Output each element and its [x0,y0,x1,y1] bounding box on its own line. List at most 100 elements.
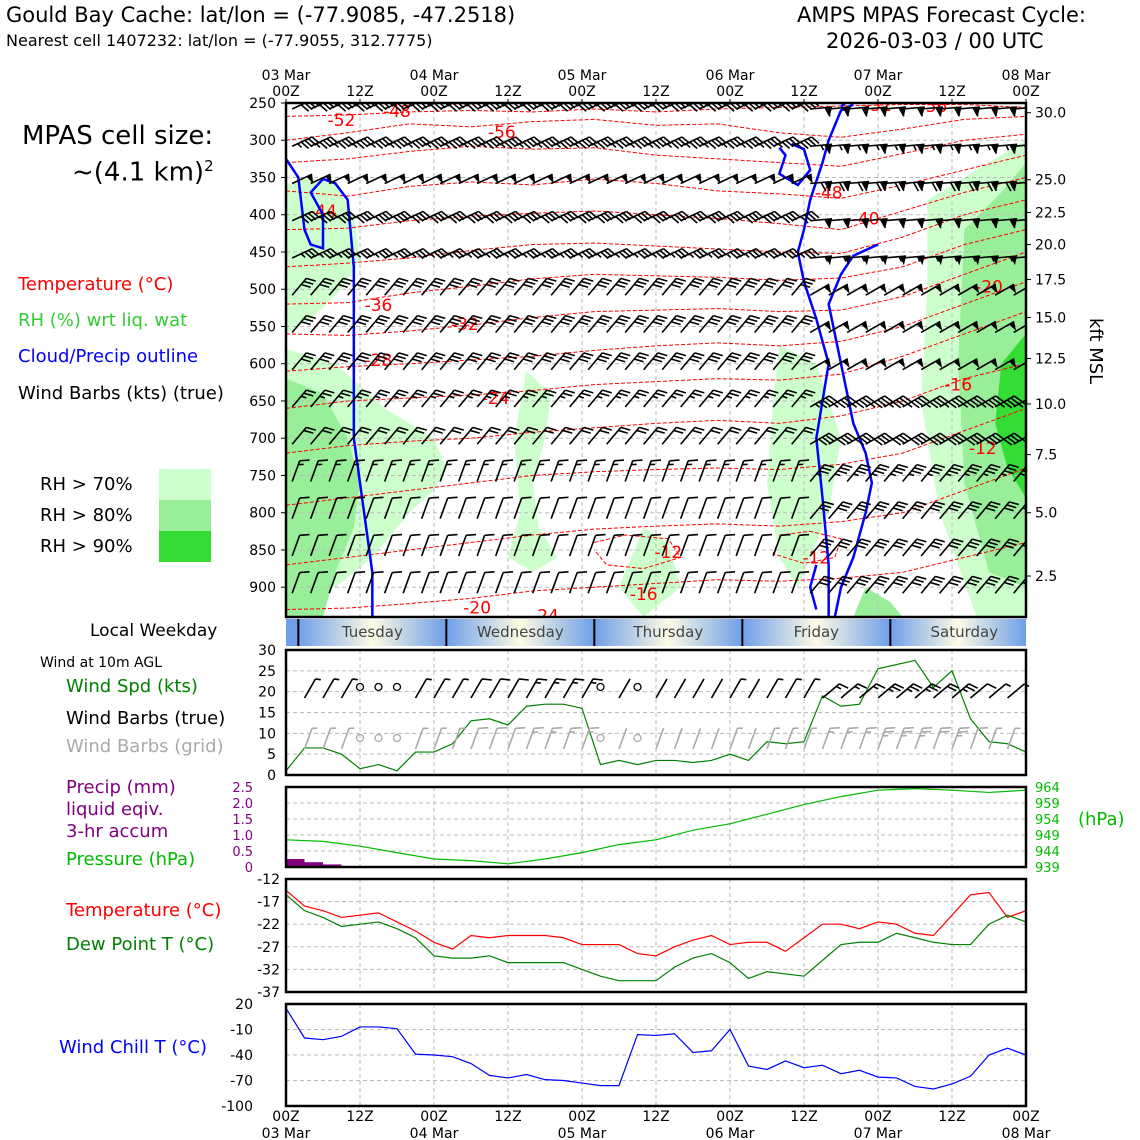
wind-barb-350-94 [865,180,888,192]
wind-barb-750-16-feather-0 [392,459,403,462]
wind-barb-850-88-feather-2 [837,544,848,549]
wind-barb-500-76-feather-1 [766,280,776,285]
wind-barb-450-91-staff [847,255,870,259]
wind-barb-900-88-feather-1 [840,578,850,583]
wind-barb-800-100-feather-0 [916,501,927,506]
wind-barb-400-16-feather-3 [393,215,402,224]
wind-barb-700-91-feather-1 [862,434,872,442]
wind-barb-400-109-staff [958,218,981,222]
wind-barb-750-70 [716,459,736,482]
pressure-tick-700: 700 [249,431,276,447]
wind-barb-500-118 [1013,283,1026,296]
wind-barb-750-28 [457,459,477,482]
wind10-grid-36 [507,726,526,750]
wind-barb-700-85-feather-1 [825,434,835,442]
wind-barb-500-82-feather-0 [805,277,816,282]
wind-barb-750-25-feather-0 [447,459,458,462]
wind-barb-600-16 [384,352,409,371]
wind-barb-800-103 [920,501,945,520]
wind-barb-700-58-feather-0 [657,426,668,431]
wind-barb-350-103-feather-2 [931,182,938,192]
wind-barb-650-28-half-2 [467,395,474,399]
wind-barb-300-112-half-2 [986,144,991,151]
wind-barb-600-79-feather-0 [787,352,797,357]
pressure-right-tick-954: 954 [1035,813,1060,828]
wind-barb-250-109-feather-1 [972,107,979,117]
wind-barb-500-49-feather-2 [596,283,607,288]
wind-barb-750-40-half-1 [538,463,545,466]
wind-barb-750-52-half-1 [612,463,619,466]
wind-barb-350-16 [384,173,406,185]
cloud-outline-4 [808,564,818,610]
wind-barb-900-61 [661,571,680,594]
wind-barb-350-112-feather-1 [990,181,998,192]
wind-barb-400-91-staff [847,218,870,222]
wind-barb-500-88 [828,283,850,296]
wind-barb-350-7-flag-0 [343,174,351,184]
wind-barb-650-100-feather-0 [921,395,931,403]
wind10-grid-6 [322,727,336,750]
wind-barb-650-106-feather-3 [947,401,957,409]
wind10-true-96 [877,683,905,699]
wind-barb-650-49-feather-1 [599,392,610,397]
wind-barb-450-82-half-3 [800,253,806,259]
wind-barb-300-100-half-2 [912,144,917,151]
wind-barb-750-115-feather-2 [1003,469,1014,475]
wind-barb-550-97-flag-0 [898,321,906,331]
wind-barb-500-73-feather-1 [747,280,758,285]
wind10-true-39-feather-0 [537,678,548,681]
wind-barb-850-1 [291,533,310,557]
wind-barb-650-25-half-2 [448,395,455,399]
wind-barb-600-40 [532,352,557,371]
wind-barb-750-4-half-1 [316,463,323,466]
wind-barb-600-19-feather-2 [411,358,422,363]
wind-barb-600-70-feather-1 [729,355,739,360]
cloud-outline-1 [777,142,812,187]
wind-barb-650-88-half-4 [833,403,839,408]
wind-barb-550-49-feather-2 [596,320,607,326]
wind10-grid-54-staff [618,728,628,750]
wind-barb-750-115-feather-0 [1009,463,1019,469]
wind-barb-250-13-staff [365,103,387,110]
wind-barb-750-94-feather-2 [874,469,885,475]
wind10-true-87-half-1 [835,685,842,690]
wind-barb-550-4-feather-0 [324,314,335,320]
wind-barb-650-46 [569,389,594,408]
windchill-label: Wind Chill T (°C) [59,1037,207,1058]
wind-barb-550-55-feather-2 [633,320,644,326]
wind10-true-99 [895,683,923,699]
wind-barb-300-55-feather-3 [633,141,643,150]
wind-barb-850-16-staff [383,535,393,557]
wind-barb-600-82 [791,352,816,371]
wind-barb-850-58-feather-0 [651,533,662,537]
wind-barb-400-61-feather-3 [670,215,680,224]
wind-barb-800-106-feather-1 [951,504,961,509]
wind-barb-800-31-feather-0 [484,496,495,499]
wind-barb-600-52 [606,352,631,371]
wind-barb-700-115-feather-2 [1006,436,1016,444]
wind-barb-500-31 [476,277,501,296]
pressure-label: Pressure (hPa) [66,849,196,870]
wind-barb-400-19-feather-3 [411,215,421,224]
wind-barb-300-73-feather-3 [744,141,754,150]
wind-barb-500-19 [402,277,427,296]
wind-barb-650-22-feather-0 [435,389,446,394]
wind-barb-800-55-staff [624,497,634,519]
wind-barb-350-94-staff [865,180,888,185]
wind-barb-650-88-feather-2 [840,399,850,407]
temp-contour-1 [286,115,1026,141]
wind-barb-900-106 [939,575,964,594]
wind-barb-700-61-feather-1 [673,429,684,434]
wind-barb-300-112-staff [976,143,999,148]
wind-barb-500-34-feather-0 [509,277,520,282]
windchill-ytick--70: -70 [230,1074,253,1090]
wind-barb-350-85-staff [810,180,833,185]
wind-barb-850-19 [402,533,421,557]
wind-barb-350-4 [310,173,332,185]
temp-contour-0 [286,103,1026,117]
wind-barb-650-82-half-2 [800,395,807,399]
wind-barb-850-46-feather-0 [577,533,588,537]
wind-barb-250-49-staff [587,103,609,110]
wind-barb-800-22-staff [420,497,430,519]
wind-barb-250-37-feather-3 [522,104,532,112]
